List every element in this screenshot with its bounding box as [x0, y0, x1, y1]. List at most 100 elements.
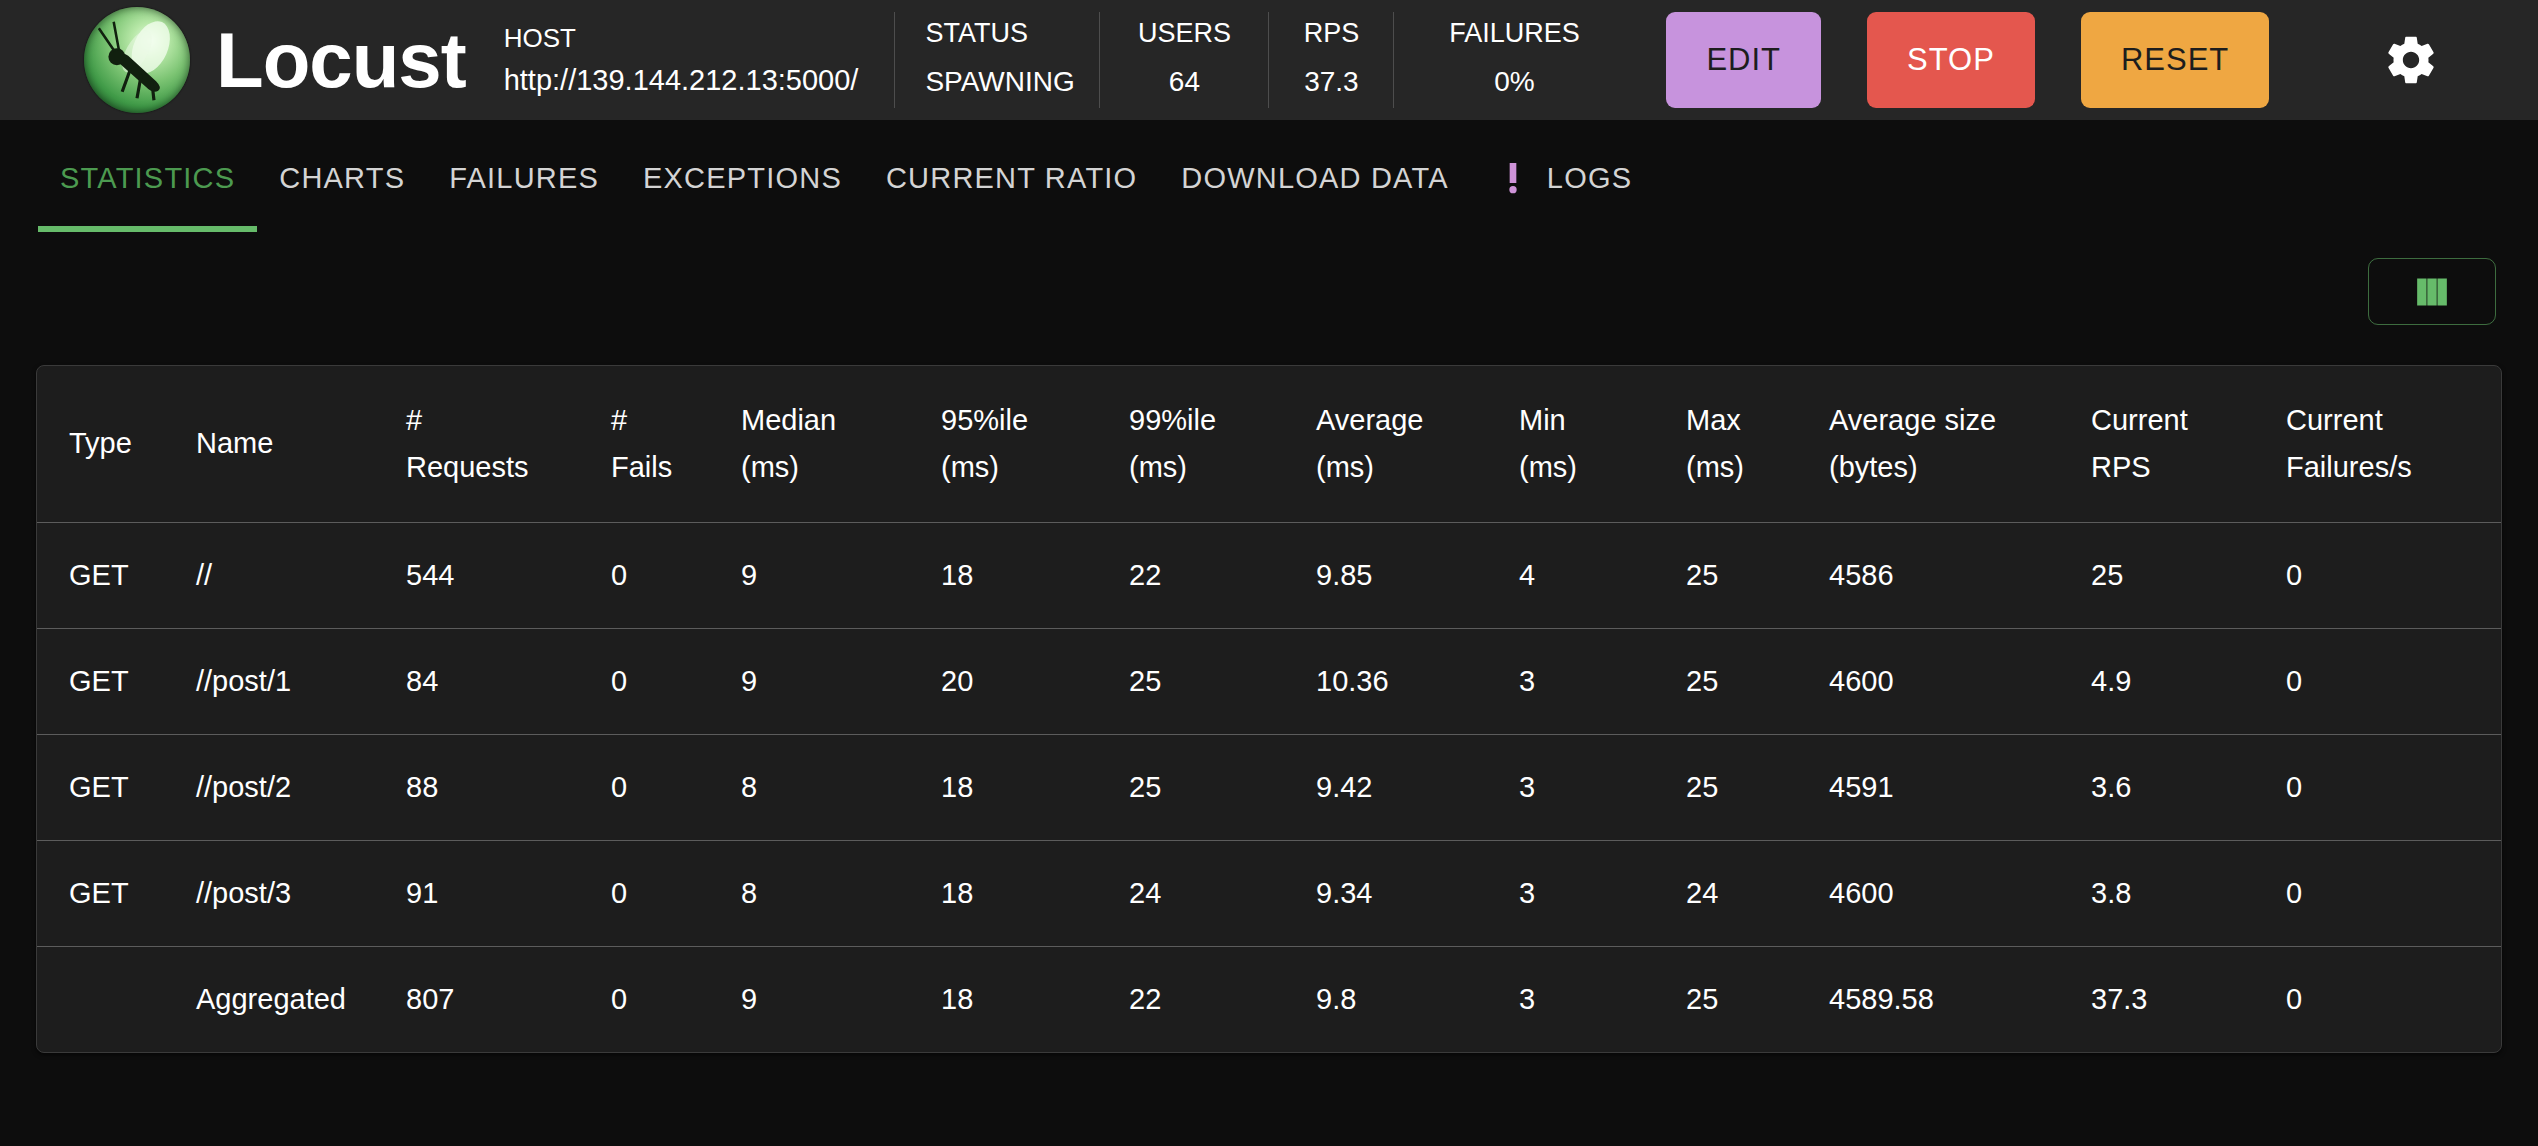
stat-label: RPS — [1304, 18, 1360, 49]
cell-median: 9 — [709, 628, 909, 734]
tab-label: FAILURES — [449, 162, 599, 195]
column-header-type[interactable]: Type — [37, 366, 164, 522]
stat-label: FAILURES — [1449, 18, 1580, 49]
host-label: HOST — [504, 23, 859, 54]
column-header-p95[interactable]: 95%ile(ms) — [909, 366, 1097, 522]
stat-rps: RPS 37.3 — [1269, 12, 1393, 108]
tab-label: CURRENT RATIO — [886, 162, 1137, 195]
tab-label: CHARTS — [279, 162, 405, 195]
tab-logs[interactable]: LOGS — [1471, 120, 1654, 236]
reset-button[interactable]: RESET — [2081, 12, 2269, 108]
gear-icon — [2383, 32, 2439, 88]
stat-label: USERS — [1138, 18, 1231, 49]
tab-current-ratio[interactable]: CURRENT RATIO — [864, 120, 1159, 236]
tab-exceptions[interactable]: EXCEPTIONS — [621, 120, 864, 236]
table-row: GET//post/18409202510.3632546004.90 — [37, 628, 2501, 734]
cell-median: 8 — [709, 734, 909, 840]
cell-avg-size: 4589.58 — [1797, 946, 2059, 1052]
stop-button[interactable]: STOP — [1867, 12, 2035, 108]
header-actions: EDIT STOP RESET — [1666, 12, 2269, 108]
cell-requests: 84 — [374, 628, 579, 734]
cell-p95: 18 — [909, 734, 1097, 840]
stat-failures: FAILURES 0% — [1394, 12, 1634, 108]
cell-p95: 20 — [909, 628, 1097, 734]
header-stats: STATUS SPAWNING USERS 64 RPS 37.3 FAILUR… — [894, 12, 1634, 108]
column-header-current-rps[interactable]: CurrentRPS — [2059, 366, 2254, 522]
locust-logo-icon[interactable] — [84, 7, 190, 113]
cell-name: Aggregated — [164, 946, 374, 1052]
nav-tabs: STATISTICS CHARTS FAILURES EXCEPTIONS CU… — [0, 120, 2538, 236]
cell-median: 9 — [709, 946, 909, 1052]
cell-min: 3 — [1487, 840, 1654, 946]
stat-status: STATUS SPAWNING — [895, 12, 1099, 108]
tab-label: EXCEPTIONS — [643, 162, 842, 195]
table-row: GET//post/2880818259.4232545913.60 — [37, 734, 2501, 840]
cell-current-failures: 0 — [2254, 946, 2501, 1052]
cell-avg-size: 4591 — [1797, 734, 2059, 840]
cell-max: 25 — [1654, 522, 1797, 628]
cell-min: 4 — [1487, 522, 1654, 628]
cell-type: GET — [37, 840, 164, 946]
cell-current-rps: 4.9 — [2059, 628, 2254, 734]
cell-min: 3 — [1487, 734, 1654, 840]
cell-current-failures: 0 — [2254, 522, 2501, 628]
cell-average: 9.42 — [1284, 734, 1487, 840]
tab-download-data[interactable]: DOWNLOAD DATA — [1159, 120, 1470, 236]
statistics-table-container: TypeName#Requests#FailsMedian(ms)95%ile(… — [36, 365, 2502, 1053]
cell-fails: 0 — [579, 840, 709, 946]
cell-min: 3 — [1487, 946, 1654, 1052]
tab-failures[interactable]: FAILURES — [427, 120, 621, 236]
cell-p95: 18 — [909, 840, 1097, 946]
cell-name: //post/3 — [164, 840, 374, 946]
tab-label: LOGS — [1547, 162, 1632, 195]
edit-button[interactable]: EDIT — [1666, 12, 1821, 108]
cell-name: // — [164, 522, 374, 628]
column-header-average[interactable]: Average(ms) — [1284, 366, 1487, 522]
cell-p99: 22 — [1097, 522, 1284, 628]
cell-requests: 544 — [374, 522, 579, 628]
cell-current-failures: 0 — [2254, 840, 2501, 946]
cell-p99: 22 — [1097, 946, 1284, 1052]
column-header-current-failures[interactable]: CurrentFailures/s — [2254, 366, 2501, 522]
cell-avg-size: 4600 — [1797, 628, 2059, 734]
column-header-name[interactable]: Name — [164, 366, 374, 522]
cell-current-rps: 3.8 — [2059, 840, 2254, 946]
column-header-max[interactable]: Max(ms) — [1654, 366, 1797, 522]
column-header-avg-size[interactable]: Average size(bytes) — [1797, 366, 2059, 522]
cell-p99: 25 — [1097, 734, 1284, 840]
cell-fails: 0 — [579, 946, 709, 1052]
stat-value: 64 — [1169, 66, 1200, 98]
cell-current-failures: 0 — [2254, 628, 2501, 734]
cell-requests: 807 — [374, 946, 579, 1052]
stat-label: STATUS — [925, 18, 1028, 49]
column-selection-button[interactable] — [2368, 258, 2496, 325]
cell-requests: 91 — [374, 840, 579, 946]
cell-median: 9 — [709, 522, 909, 628]
column-header-requests[interactable]: #Requests — [374, 366, 579, 522]
column-header-p99[interactable]: 99%ile(ms) — [1097, 366, 1284, 522]
cell-median: 8 — [709, 840, 909, 946]
cell-average: 9.85 — [1284, 522, 1487, 628]
column-header-fails[interactable]: #Fails — [579, 366, 709, 522]
tab-statistics[interactable]: STATISTICS — [38, 120, 257, 236]
cell-max: 25 — [1654, 946, 1797, 1052]
cell-requests: 88 — [374, 734, 579, 840]
host-url: http://139.144.212.13:5000/ — [504, 64, 859, 97]
tab-label: DOWNLOAD DATA — [1181, 162, 1448, 195]
column-header-median[interactable]: Median(ms) — [709, 366, 909, 522]
tab-charts[interactable]: CHARTS — [257, 120, 427, 236]
stat-value: 37.3 — [1304, 66, 1359, 98]
column-header-min[interactable]: Min(ms) — [1487, 366, 1654, 522]
stat-value: 0% — [1494, 66, 1534, 98]
cell-name: //post/1 — [164, 628, 374, 734]
cell-avg-size: 4600 — [1797, 840, 2059, 946]
stat-users: USERS 64 — [1100, 12, 1268, 108]
cell-current-failures: 0 — [2254, 734, 2501, 840]
app-title[interactable]: Locust — [216, 21, 466, 99]
locust-silhouette-icon — [84, 7, 190, 113]
cell-p99: 24 — [1097, 840, 1284, 946]
cell-current-rps: 3.6 — [2059, 734, 2254, 840]
stat-value: SPAWNING — [925, 66, 1074, 98]
cell-type: GET — [37, 734, 164, 840]
settings-button[interactable] — [2381, 30, 2441, 90]
